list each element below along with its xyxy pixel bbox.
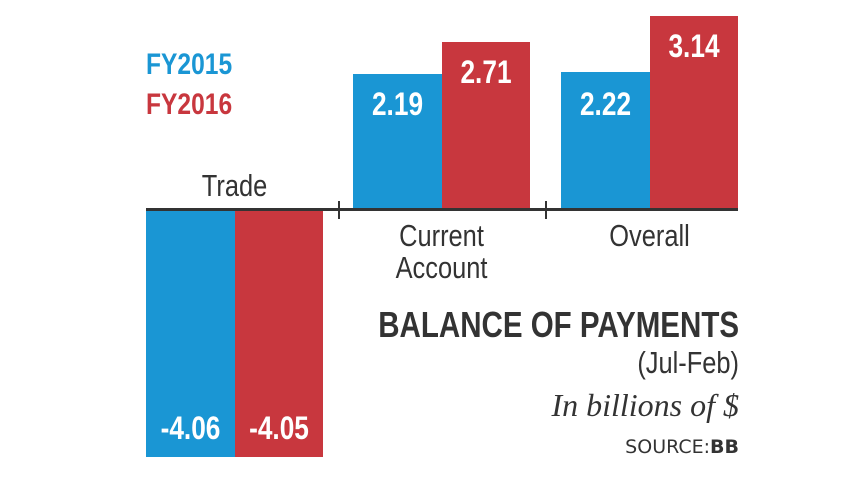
bar-trade-fy2015: -4.06 <box>146 210 235 457</box>
category-label-line: Current <box>399 218 484 253</box>
bar-overall-fy2016: 3.14 <box>650 16 738 209</box>
chart-title: BALANCE OF PAYMENTS <box>378 304 739 345</box>
legend-fy2016: FY2016 <box>146 88 233 121</box>
axis-tick <box>338 201 340 219</box>
source-label: SOURCE:BB <box>625 436 739 458</box>
value-label: -4.06 <box>160 410 221 446</box>
category-label-line: Account <box>395 250 488 285</box>
source-name: BB <box>710 436 739 458</box>
value-label: 2.71 <box>460 54 512 90</box>
value-label: 2.22 <box>579 86 632 122</box>
value-label: 2.19 <box>371 86 424 122</box>
axis-tick <box>545 201 547 219</box>
bar-current-account-fy2016: 2.71 <box>442 42 530 209</box>
bar-trade-fy2016: -4.05 <box>235 210 323 457</box>
value-label: 3.14 <box>668 28 720 64</box>
source-prefix: SOURCE: <box>625 436 711 458</box>
value-label: -4.05 <box>249 410 309 446</box>
bar-overall-fy2015: 2.22 <box>561 72 650 209</box>
chart-period: (Jul-Feb) <box>637 345 739 380</box>
category-label-current-account: Current Account <box>369 220 514 284</box>
units-label: In billions of $ <box>551 387 739 423</box>
category-label-trade: Trade <box>201 168 268 203</box>
category-label-overall: Overall <box>609 218 690 253</box>
x-axis <box>146 208 738 211</box>
legend-fy2015: FY2015 <box>146 48 233 81</box>
bar-current-account-fy2015: 2.19 <box>353 74 442 209</box>
